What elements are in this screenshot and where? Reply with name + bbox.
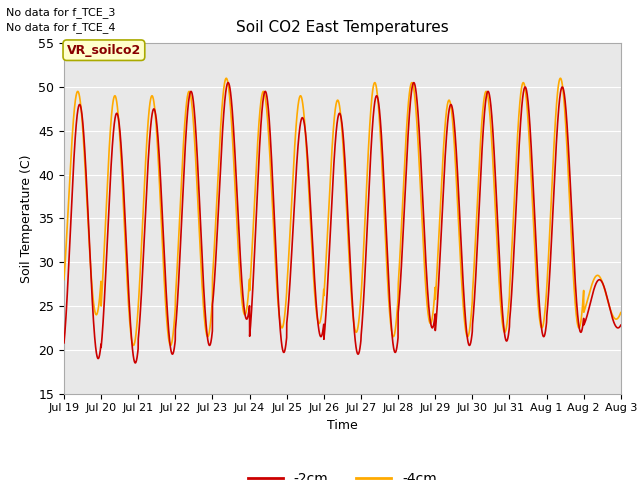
Text: No data for f_TCE_4: No data for f_TCE_4 xyxy=(6,22,116,33)
X-axis label: Time: Time xyxy=(327,419,358,432)
Text: VR_soilco2: VR_soilco2 xyxy=(67,44,141,57)
Y-axis label: Soil Temperature (C): Soil Temperature (C) xyxy=(20,154,33,283)
Text: No data for f_TCE_3: No data for f_TCE_3 xyxy=(6,7,116,18)
Legend: -2cm, -4cm: -2cm, -4cm xyxy=(243,467,442,480)
Title: Soil CO2 East Temperatures: Soil CO2 East Temperatures xyxy=(236,20,449,35)
